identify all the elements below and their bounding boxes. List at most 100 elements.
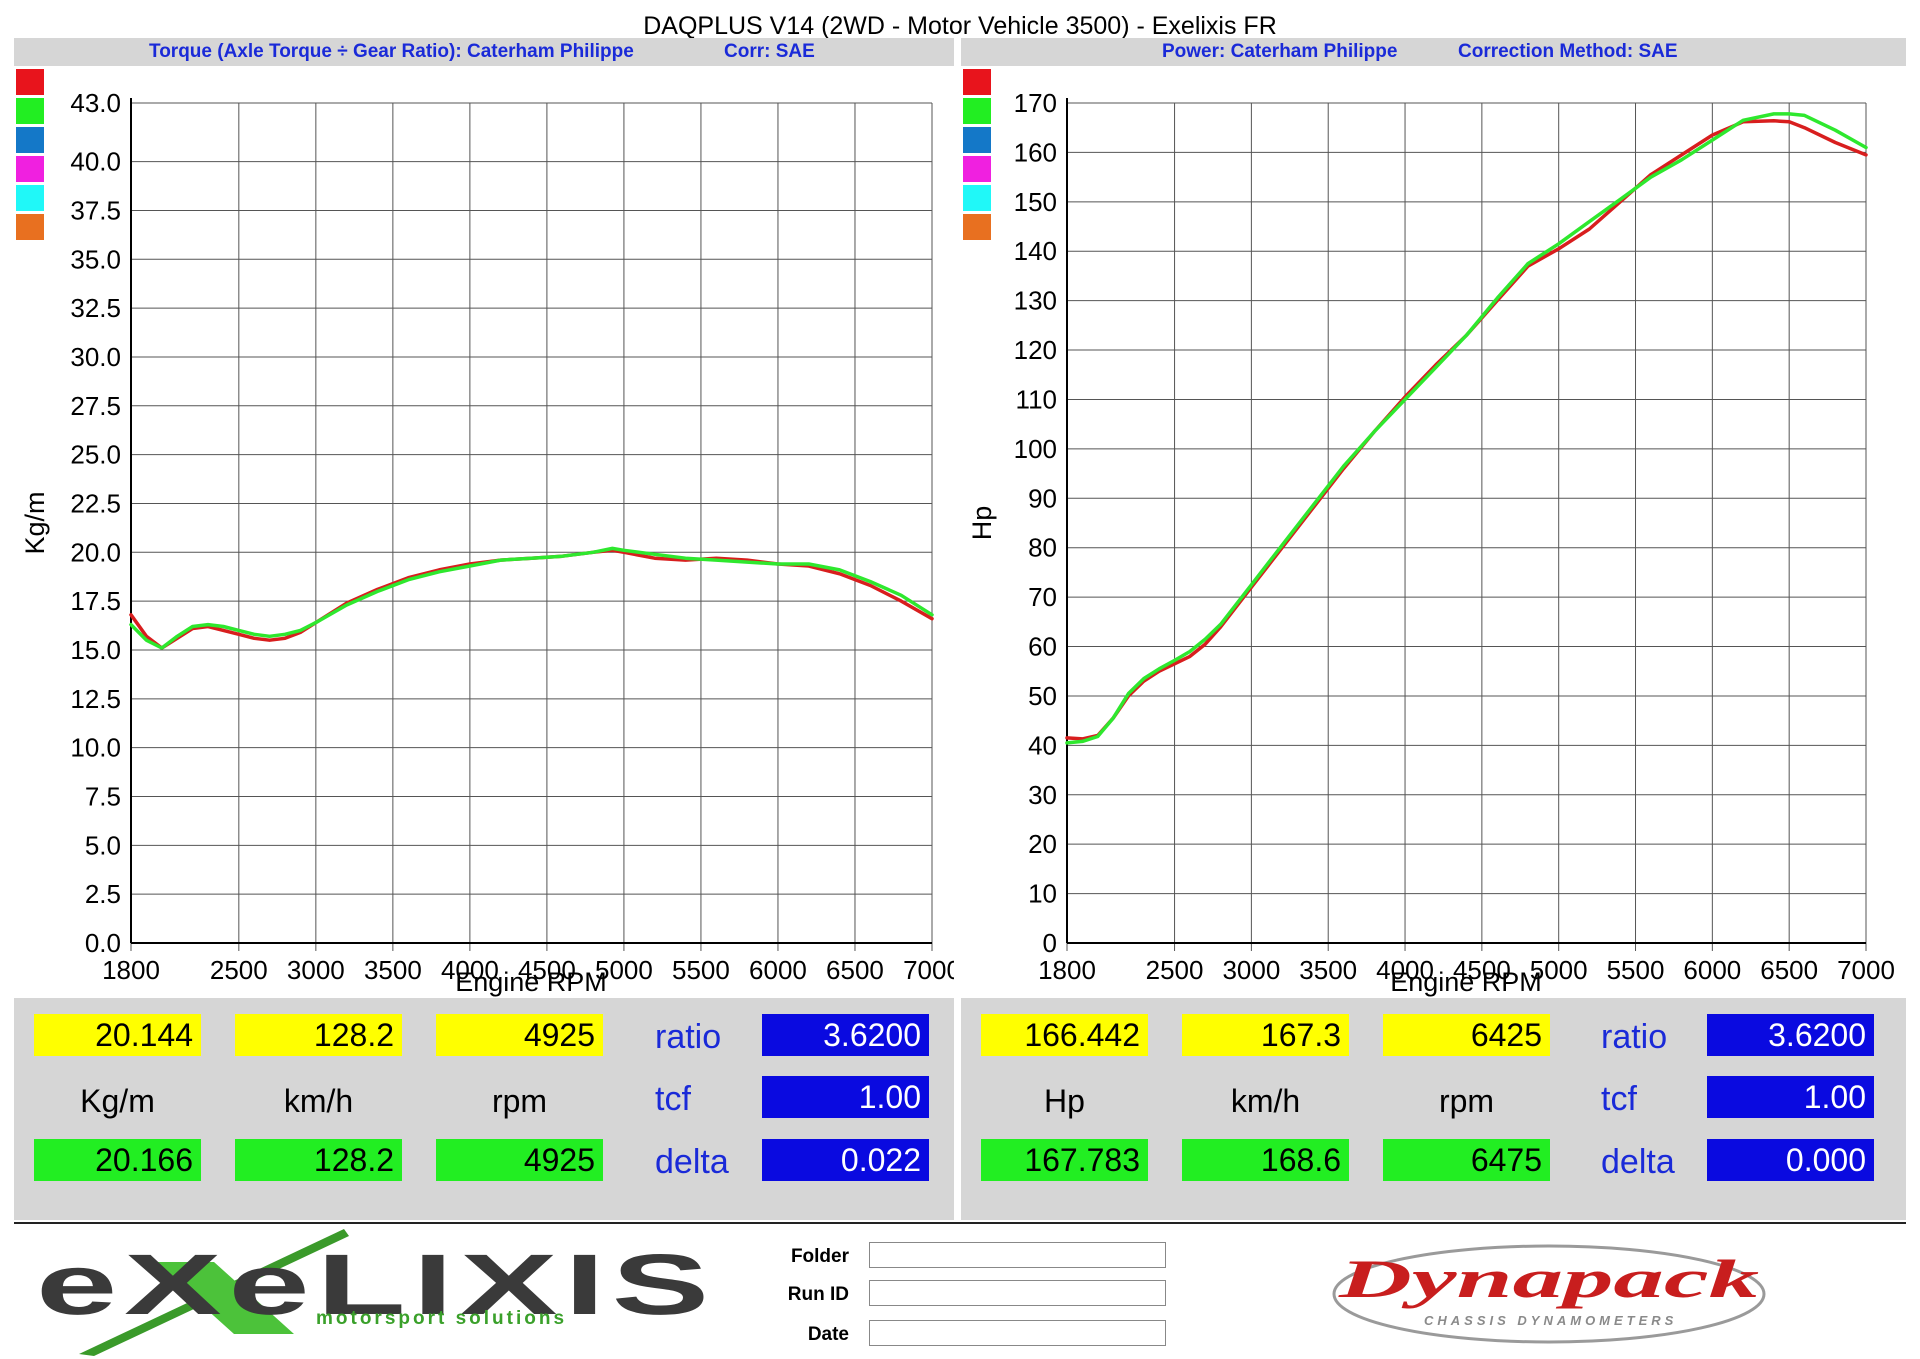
torque-readout: 20.144 128.2 4925 ratio 3.6200 Kg/m km/h… — [14, 998, 954, 1220]
y-tick-label: 50 — [1028, 681, 1057, 711]
x-tick-label: 3000 — [287, 955, 345, 985]
torque-header-corr: Corr: SAE — [724, 41, 815, 62]
legend-swatch-blue[interactable] — [963, 127, 991, 153]
runid-label: Run ID — [787, 1284, 849, 1305]
y-axis-label: Hp — [967, 506, 997, 541]
y-tick-label: 0 — [1043, 928, 1057, 958]
y-tick-label: 10 — [1028, 879, 1057, 909]
ratio-value: 3.6200 — [1707, 1014, 1874, 1056]
y-tick-label: 0.0 — [85, 928, 121, 958]
x-tick-label: 5500 — [672, 955, 730, 985]
y-tick-label: 7.5 — [85, 781, 121, 811]
x-tick-label: 4000 — [441, 955, 499, 985]
exelixis-logo: eXeLIXIS motorsport solutions — [36, 1229, 716, 1356]
green-series-line — [1065, 112, 1868, 745]
x-axis-label: Engine RPM — [1390, 967, 1542, 997]
legend-swatch-magenta[interactable] — [963, 156, 991, 182]
logo-x-stroke — [154, 1262, 294, 1334]
y-tick-label: 140 — [1014, 236, 1057, 266]
runid-field[interactable] — [869, 1280, 1166, 1306]
y-tick-label: 12.5 — [70, 684, 121, 714]
x-tick-label: 6500 — [1760, 955, 1818, 985]
y-tick-label: 22.5 — [70, 488, 121, 518]
rpm-value-2: 6475 — [1383, 1139, 1550, 1181]
y-tick-label: 60 — [1028, 632, 1057, 662]
delta-value: 0.000 — [1707, 1139, 1874, 1181]
folder-field[interactable] — [869, 1242, 1166, 1268]
y-tick-label: 80 — [1028, 533, 1057, 563]
speed-unit: km/h — [283, 1083, 354, 1119]
torque-header-title: Torque (Axle Torque ÷ Gear Ratio): Cater… — [149, 41, 634, 62]
x-axis-label: Engine RPM — [455, 967, 607, 997]
y-tick-label: 110 — [1016, 384, 1057, 414]
y-tick-label: 37.5 — [70, 195, 121, 225]
legend-swatch-cyan[interactable] — [16, 185, 44, 211]
chart-title: DAQPLUS V14 (2WD - Motor Vehicle 3500) -… — [643, 12, 1277, 40]
y-tick-label: 100 — [1014, 434, 1057, 464]
power-chart-svg: 0 10 20 30 40 50 60 70 80 90 100 110 120 130 140 150 160… — [967, 88, 1895, 997]
y-tick-label: 20.0 — [70, 537, 121, 567]
torque-value-1: 20.144 — [34, 1014, 201, 1056]
y-tick-label: 10.0 — [70, 733, 121, 763]
legend-swatch-red[interactable] — [16, 69, 44, 95]
delta-label: delta — [1601, 1143, 1675, 1181]
y-tick-label: 40.0 — [70, 147, 121, 177]
footer: eXeLIXIS motorsport solutions Folder Run… — [14, 1222, 1906, 1356]
x-tick-label: 2500 — [210, 955, 268, 985]
torque-chart-svg: 0.0 2.5 5.0 7.5 10.0 12.5 15.0 17.5 20.0 22.5 25.0… — [20, 88, 954, 997]
x-tick-label: 3500 — [364, 955, 422, 985]
ratio-label: ratio — [655, 1018, 722, 1056]
torque-panel-header: Torque (Axle Torque ÷ Gear Ratio): Cater… — [14, 38, 954, 66]
legend-swatch-orange[interactable] — [16, 214, 44, 240]
y-tick-label: 130 — [1014, 286, 1057, 316]
dynapack-logo: Dynapack CHASSIS DYNAMOMETERS — [1332, 1244, 1766, 1344]
y-tick-label: 40 — [1028, 730, 1057, 760]
y-tick-label: 120 — [1014, 335, 1057, 365]
date-field[interactable] — [869, 1320, 1166, 1346]
power-value-1: 166.442 — [981, 1014, 1148, 1056]
speed-unit: km/h — [1230, 1083, 1301, 1119]
power-unit: Hp — [1044, 1083, 1085, 1119]
x-tick-label: 1800 — [1038, 955, 1096, 985]
rpm-value-1: 4925 — [436, 1014, 603, 1056]
logo-wordmark: eXeLIXIS — [36, 1237, 716, 1333]
x-tick-label: 5000 — [595, 955, 653, 985]
y-tick-label: 160 — [1014, 137, 1057, 167]
speed-value-2: 168.6 — [1182, 1139, 1349, 1181]
y-tick-label: 150 — [1014, 187, 1057, 217]
x-tick-label: 4000 — [1376, 955, 1434, 985]
legend-swatch-red[interactable] — [963, 69, 991, 95]
y-tick-label: 27.5 — [70, 391, 121, 421]
folder-label: Folder — [790, 1246, 849, 1267]
speed-value-1: 128.2 — [235, 1014, 402, 1056]
x-tick-label: 2500 — [1146, 955, 1204, 985]
tcf-value: 1.00 — [1707, 1076, 1874, 1118]
y-tick-label: 30.0 — [70, 342, 121, 372]
torque-unit: Kg/m — [80, 1083, 155, 1119]
delta-value: 0.022 — [762, 1139, 929, 1181]
delta-label: delta — [655, 1143, 729, 1181]
logo-dynapack: Dynapack — [1337, 1249, 1759, 1309]
green-series-line — [129, 546, 934, 650]
speed-value-2: 128.2 — [235, 1139, 402, 1181]
x-tick-label: 4500 — [518, 955, 576, 985]
x-tick-label: 6500 — [826, 955, 884, 985]
legend-swatch-green[interactable] — [963, 98, 991, 124]
torque-plot: 0.0 2.5 5.0 7.5 10.0 12.5 15.0 17.5 20.0 22.5 25.0… — [14, 66, 954, 1000]
tcf-value: 1.00 — [762, 1076, 929, 1118]
y-axis-label: Kg/m — [20, 491, 50, 554]
x-tick-label: 7000 — [1837, 955, 1895, 985]
y-tick-label: 5.0 — [85, 830, 121, 860]
y-tick-label: 2.5 — [85, 879, 121, 909]
legend-swatch-blue[interactable] — [16, 127, 44, 153]
rpm-unit: rpm — [1438, 1083, 1495, 1119]
x-tick-label: 6000 — [1683, 955, 1741, 985]
legend-swatch-orange[interactable] — [963, 214, 991, 240]
legend-swatch-magenta[interactable] — [16, 156, 44, 182]
x-tick-label: 3500 — [1299, 955, 1357, 985]
torque-panel: Torque (Axle Torque ÷ Gear Ratio): Cater… — [14, 38, 954, 1000]
logo-tagline: motorsport solutions — [316, 1308, 567, 1329]
legend-swatch-green[interactable] — [16, 98, 44, 124]
legend-swatch-cyan[interactable] — [963, 185, 991, 211]
date-label: Date — [807, 1324, 849, 1345]
